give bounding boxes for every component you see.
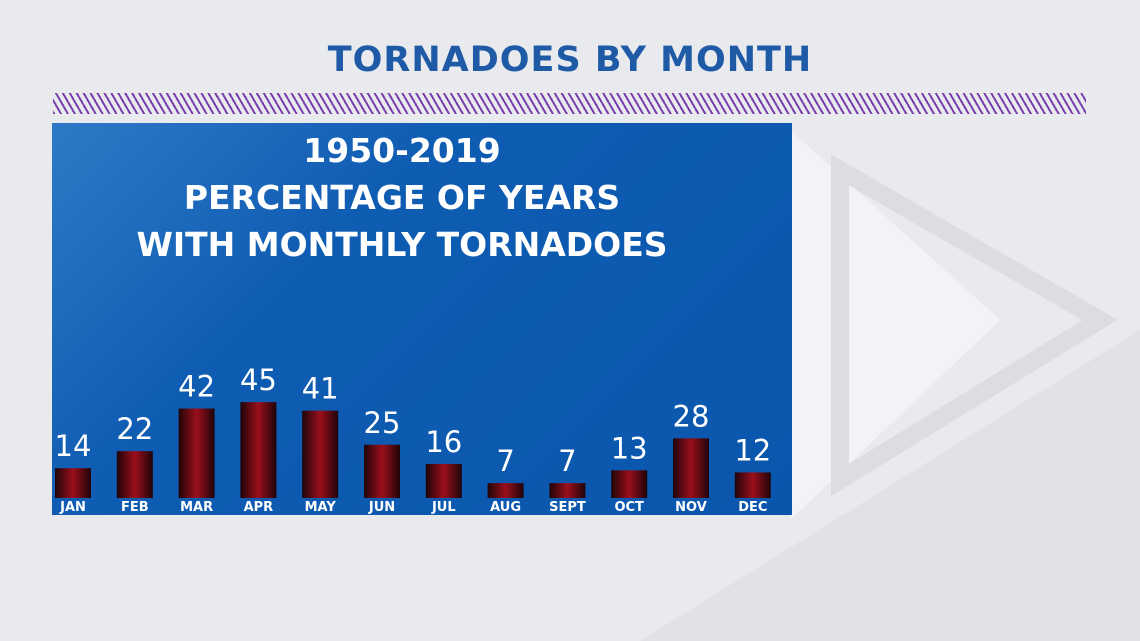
tick-label-feb: FEB (121, 500, 149, 515)
chart-title-line-3: WITH MONTHLY TORNADOES (136, 225, 668, 264)
bar-oct (611, 470, 648, 498)
bar-apr (240, 402, 277, 498)
chart-title-line-2: PERCENTAGE OF YEARS (183, 178, 621, 217)
data-label-jan: 14 (55, 429, 92, 463)
bar-jul (425, 463, 462, 498)
data-label-feb: 22 (116, 412, 153, 446)
bar-dec (734, 472, 771, 498)
bar-jan (55, 468, 91, 498)
bar-mar (178, 408, 215, 498)
bar-jun (364, 444, 400, 498)
hatched-divider (53, 93, 1086, 114)
bar-feb (116, 451, 153, 498)
tick-label-sept: SEPT (549, 500, 586, 515)
data-label-sept: 7 (558, 444, 576, 478)
data-label-oct: 13 (611, 431, 648, 465)
tick-label-nov: NOV (675, 500, 707, 515)
data-label-jun: 25 (364, 406, 401, 440)
data-label-nov: 28 (673, 399, 710, 433)
data-label-jul: 16 (425, 425, 462, 459)
tick-label-oct: OCT (614, 500, 644, 515)
tick-label-jul: JUL (431, 500, 456, 515)
chart-panel: 1950-2019 PERCENTAGE OF YEARS WITH MONTH… (52, 123, 792, 515)
data-label-mar: 42 (178, 370, 215, 404)
data-label-dec: 12 (734, 433, 771, 467)
chart-title-line-1: 1950-2019 (303, 131, 501, 170)
tick-label-jun: JUN (368, 500, 395, 515)
bar-sept (549, 483, 586, 498)
bg-wedge-shape (640, 330, 1140, 641)
bar-aug (487, 483, 524, 498)
data-label-aug: 7 (496, 444, 514, 478)
tick-label-jan: JAN (59, 500, 86, 515)
tick-label-may: MAY (305, 500, 337, 515)
data-label-apr: 45 (240, 363, 277, 397)
bar-chart: 14 JAN 22 FEB 42 MAR 45 APR 41 MAY 25 JUN 16 JUL 7 AUG 7… (55, 363, 772, 515)
tick-label-mar: MAR (180, 500, 213, 515)
tick-label-aug: AUG (490, 500, 521, 515)
tick-label-apr: APR (244, 500, 274, 515)
bar-may (302, 410, 339, 498)
bar-nov (673, 438, 709, 498)
page-title: TORNADOES BY MONTH (327, 40, 813, 80)
bg-chevron-outline (831, 154, 1118, 497)
tick-label-dec: DEC (738, 500, 767, 515)
data-label-may: 41 (302, 372, 339, 406)
